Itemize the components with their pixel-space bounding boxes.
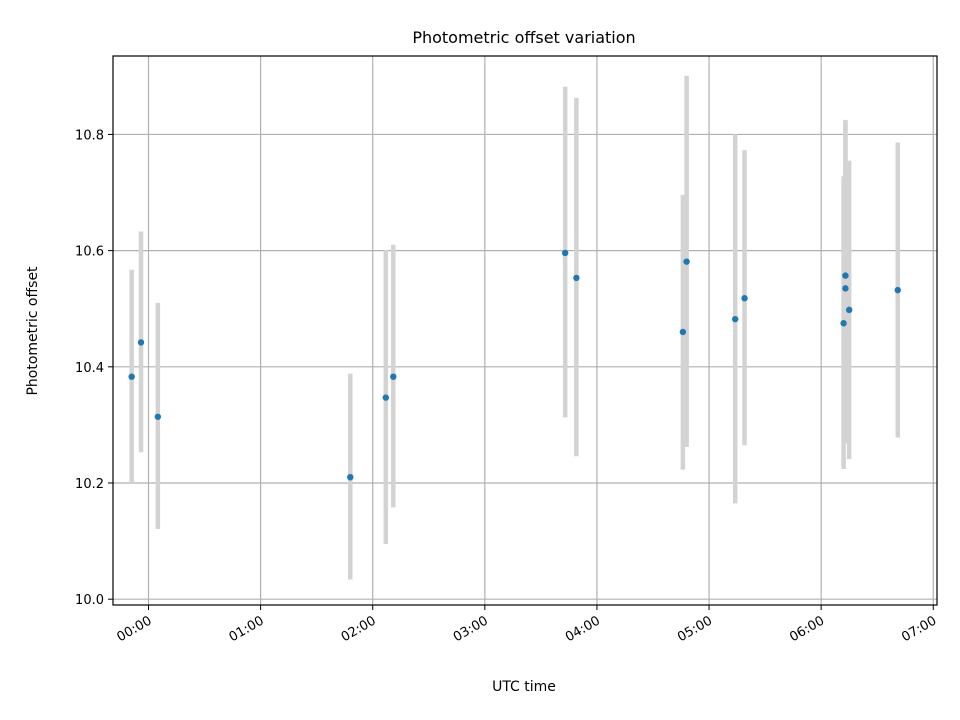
x-tick-label: 02:00 <box>339 613 379 645</box>
x-tick-label: 07:00 <box>899 613 939 645</box>
y-tick-label: 10.2 <box>75 477 104 492</box>
data-point <box>845 306 853 314</box>
data-point <box>679 328 687 336</box>
x-tick-label: 06:00 <box>787 613 827 645</box>
y-tick-label: 10.6 <box>75 245 104 260</box>
y-axis-label: Photometric offset <box>25 266 41 396</box>
x-tick-label: 05:00 <box>675 613 715 645</box>
x-tick-label: 00:00 <box>115 613 155 645</box>
data-point <box>390 373 397 380</box>
y-axis-ticks: 10.0 10.2 10.4 10.6 10.8 <box>75 128 113 608</box>
data-point <box>842 285 849 292</box>
data-point <box>840 320 847 327</box>
data-point <box>573 274 580 282</box>
data-point <box>683 258 690 265</box>
chart-title: Photometric offset variation <box>412 28 635 47</box>
error-bars <box>129 75 901 580</box>
x-axis-label: UTC time <box>492 679 556 695</box>
y-tick-label: 10.4 <box>75 361 104 376</box>
data-point <box>732 315 739 323</box>
x-axis-ticks: 00:00 01:00 02:00 03:00 04:00 05:00 06:00 07:00 <box>115 605 939 645</box>
data-point <box>894 286 901 294</box>
data-point <box>561 249 569 257</box>
x-tick-label: 04:00 <box>563 613 603 645</box>
data-point <box>382 394 389 401</box>
x-tick-label: 03:00 <box>451 613 491 645</box>
y-tick-label: 10.8 <box>75 128 104 143</box>
data-point <box>842 272 849 279</box>
x-tick-label: 01:00 <box>227 613 267 645</box>
data-points <box>128 249 901 481</box>
data-point <box>154 413 162 420</box>
grid <box>113 56 937 605</box>
plot-frame <box>112 55 938 606</box>
data-point <box>741 295 748 302</box>
data-point <box>137 339 145 346</box>
data-point <box>347 473 354 481</box>
data-point <box>128 373 135 380</box>
y-tick-label: 10.0 <box>75 593 104 608</box>
